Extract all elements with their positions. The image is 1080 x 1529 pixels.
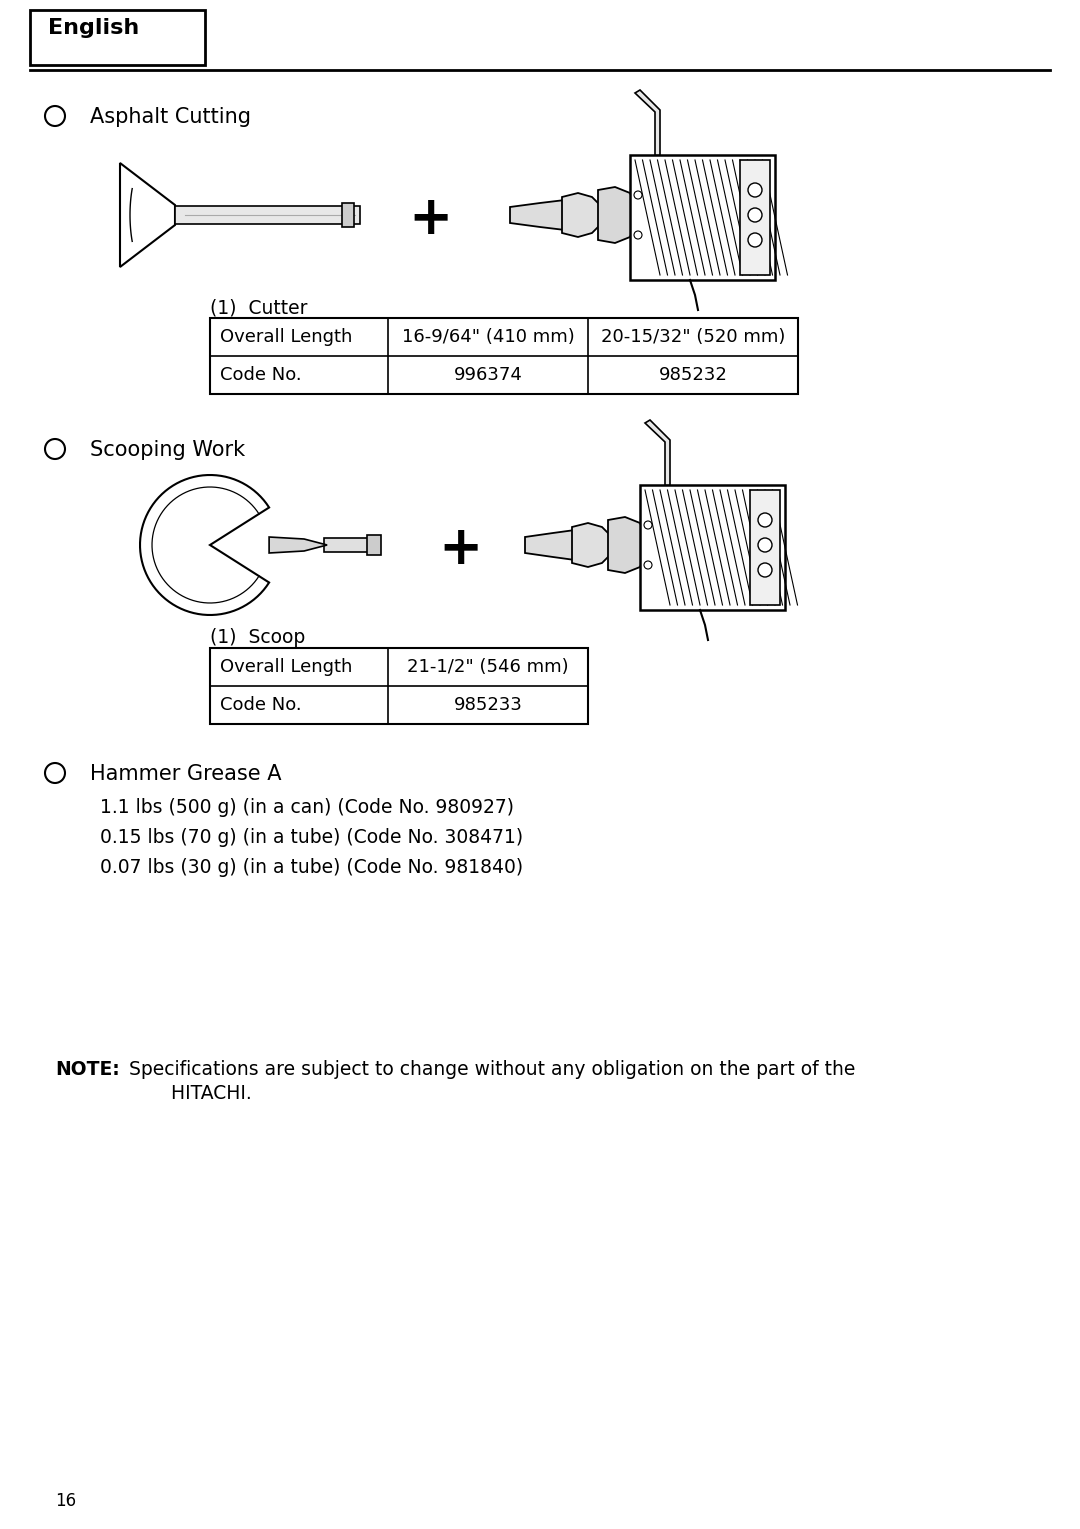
Bar [750, 489, 780, 605]
Text: +: + [437, 523, 482, 575]
Text: Code No.: Code No. [220, 696, 301, 714]
Text: Code No.: Code No. [220, 365, 301, 384]
Polygon shape [608, 517, 645, 573]
Circle shape [748, 183, 762, 197]
Circle shape [634, 191, 642, 199]
Text: Scooping Work: Scooping Work [90, 440, 245, 460]
Text: (1)  Scoop: (1) Scoop [210, 628, 306, 647]
Circle shape [644, 561, 652, 569]
Circle shape [758, 514, 772, 528]
Text: 985232: 985232 [659, 365, 728, 384]
Circle shape [748, 208, 762, 222]
Text: 20-15/32" (520 mm): 20-15/32" (520 mm) [600, 329, 785, 346]
Text: 996374: 996374 [454, 365, 523, 384]
Bar [30, 11, 205, 66]
Polygon shape [510, 200, 565, 229]
Polygon shape [645, 420, 670, 485]
Text: 16: 16 [55, 1492, 76, 1511]
Polygon shape [598, 187, 635, 243]
Text: 16-9/64" (410 mm): 16-9/64" (410 mm) [402, 329, 575, 346]
Polygon shape [562, 193, 602, 237]
Bar [210, 318, 798, 394]
Bar [740, 161, 770, 275]
Text: Overall Length: Overall Length [220, 329, 352, 346]
Text: Specifications are subject to change without any obligation on the part of the: Specifications are subject to change wit… [117, 1060, 855, 1079]
Bar [630, 154, 775, 280]
Text: Overall Length: Overall Length [220, 657, 352, 676]
Text: 1.1 lbs (500 g) (in a can) (Code No. 980927): 1.1 lbs (500 g) (in a can) (Code No. 980… [100, 798, 514, 816]
Text: English: English [48, 18, 139, 38]
Polygon shape [120, 164, 175, 268]
Text: 21-1/2" (546 mm): 21-1/2" (546 mm) [407, 657, 569, 676]
Polygon shape [635, 90, 660, 154]
Circle shape [634, 231, 642, 239]
Bar [367, 535, 381, 555]
Bar [210, 648, 588, 725]
Text: 0.07 lbs (30 g) (in a tube) (Code No. 981840): 0.07 lbs (30 g) (in a tube) (Code No. 98… [100, 858, 523, 878]
Polygon shape [525, 531, 575, 560]
Circle shape [644, 521, 652, 529]
Text: (1)  Cutter: (1) Cutter [210, 298, 308, 317]
Polygon shape [140, 476, 269, 615]
Text: Asphalt Cutting: Asphalt Cutting [90, 107, 251, 127]
Text: 0.15 lbs (70 g) (in a tube) (Code No. 308471): 0.15 lbs (70 g) (in a tube) (Code No. 30… [100, 829, 523, 847]
Polygon shape [324, 538, 379, 552]
Text: HITACHI.: HITACHI. [117, 1084, 252, 1102]
Circle shape [748, 232, 762, 248]
Polygon shape [572, 523, 612, 567]
Circle shape [758, 538, 772, 552]
Bar [175, 206, 360, 225]
Text: Hammer Grease A: Hammer Grease A [90, 764, 282, 784]
Bar [342, 203, 354, 226]
Circle shape [758, 563, 772, 576]
Bar [640, 485, 785, 610]
Text: NOTE:: NOTE: [55, 1060, 120, 1079]
Polygon shape [269, 537, 327, 553]
Text: 985233: 985233 [454, 696, 523, 714]
Text: +: + [408, 193, 453, 245]
